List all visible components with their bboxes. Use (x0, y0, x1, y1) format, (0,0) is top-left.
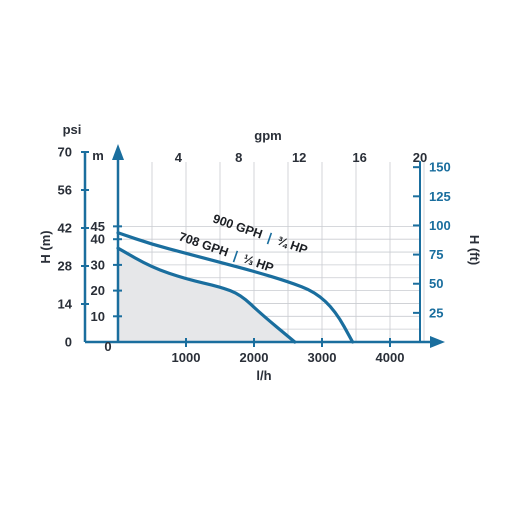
psi-tick-label: 70 (58, 145, 72, 160)
lh-tick-label: 2000 (240, 350, 269, 365)
ft-tick-label: 50 (429, 276, 443, 291)
curve-label-708gph-sep: | (232, 248, 240, 262)
curve-label-900gph-power: ¾ HP (275, 234, 309, 257)
h-ft-axis-title: H (ft) (467, 235, 482, 265)
curves (116, 231, 355, 344)
ft-tick-label: 150 (429, 160, 451, 175)
ft-tick-label: 125 (429, 189, 451, 204)
curve-label-900gph-sep: | (266, 230, 274, 244)
psi-tick-label: 56 (58, 183, 72, 198)
lh-tick-label: 1000 (172, 350, 201, 365)
lh-axis-title: l/h (256, 368, 271, 383)
origin-label: 0 (104, 339, 111, 354)
m-tick-label: 30 (91, 257, 105, 272)
psi-tick-label: 42 (58, 221, 72, 236)
m-tick-label: 20 (91, 283, 105, 298)
psi-tick-label: 0 (65, 335, 72, 350)
gpm-axis-title: gpm (254, 128, 281, 143)
lh-tick-label: 3000 (308, 350, 337, 365)
curve-line-series-0 (116, 231, 355, 344)
gpm-tick-label: 16 (352, 150, 366, 165)
ft-tick-label: 25 (429, 305, 443, 320)
curve-label-708gph-name: 708 GPH (177, 230, 230, 260)
axes (83, 144, 445, 348)
curve-line-series-1 (116, 246, 297, 344)
gpm-tick-label: 20 (413, 150, 427, 165)
lh-tick-label: 4000 (376, 350, 405, 365)
curve-label-900gph-name: 900 GPH (211, 212, 264, 242)
m-tick-label: 40 (91, 232, 105, 247)
ft-tick-label: 75 (429, 247, 443, 262)
gpm-tick-label: 8 (235, 150, 242, 165)
psi-axis-title: psi (63, 122, 82, 137)
gpm-tick-label: 12 (292, 150, 306, 165)
m-tick-label: 10 (91, 309, 105, 324)
m-tick-label: 45 (91, 219, 105, 234)
psi-tick-label: 28 (58, 259, 72, 274)
gpm-tick-label: 4 (175, 150, 183, 165)
ft-tick-label: 100 (429, 218, 451, 233)
y-axis-arrow (112, 144, 124, 160)
psi-tick-label: 14 (58, 297, 73, 312)
h-m-axis-title: H (m) (38, 230, 53, 263)
m-axis-unit: m (92, 148, 104, 163)
x-axis-arrow (430, 336, 445, 348)
